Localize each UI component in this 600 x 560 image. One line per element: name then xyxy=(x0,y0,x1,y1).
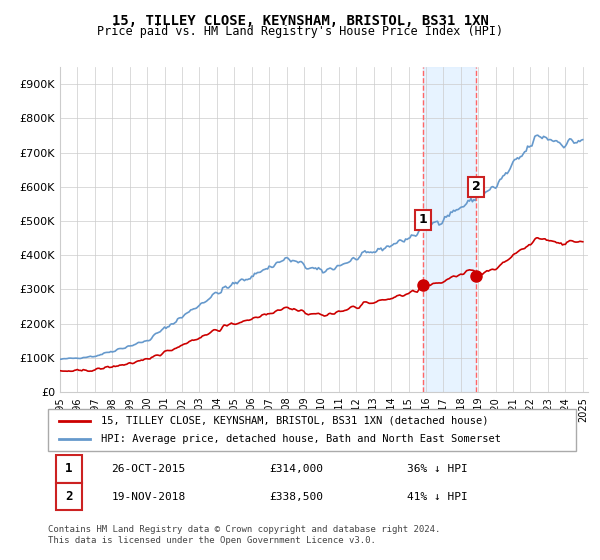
Text: 19-NOV-2018: 19-NOV-2018 xyxy=(112,492,185,502)
Text: 2: 2 xyxy=(65,490,73,503)
FancyBboxPatch shape xyxy=(48,409,576,451)
Text: £338,500: £338,500 xyxy=(270,492,324,502)
Text: 2: 2 xyxy=(472,180,481,193)
Text: 1: 1 xyxy=(418,213,427,226)
FancyBboxPatch shape xyxy=(56,483,82,510)
Text: Price paid vs. HM Land Registry's House Price Index (HPI): Price paid vs. HM Land Registry's House … xyxy=(97,25,503,38)
Text: Contains HM Land Registry data © Crown copyright and database right 2024.
This d: Contains HM Land Registry data © Crown c… xyxy=(48,525,440,545)
Text: £314,000: £314,000 xyxy=(270,464,324,474)
Text: HPI: Average price, detached house, Bath and North East Somerset: HPI: Average price, detached house, Bath… xyxy=(101,434,501,444)
Text: 1: 1 xyxy=(65,463,73,475)
Text: 36% ↓ HPI: 36% ↓ HPI xyxy=(407,464,468,474)
Bar xyxy=(423,67,476,392)
Text: 41% ↓ HPI: 41% ↓ HPI xyxy=(407,492,468,502)
Text: 15, TILLEY CLOSE, KEYNSHAM, BRISTOL, BS31 1XN (detached house): 15, TILLEY CLOSE, KEYNSHAM, BRISTOL, BS3… xyxy=(101,416,488,426)
Text: 15, TILLEY CLOSE, KEYNSHAM, BRISTOL, BS31 1XN: 15, TILLEY CLOSE, KEYNSHAM, BRISTOL, BS3… xyxy=(112,14,488,28)
FancyBboxPatch shape xyxy=(56,455,82,483)
Text: 26-OCT-2015: 26-OCT-2015 xyxy=(112,464,185,474)
